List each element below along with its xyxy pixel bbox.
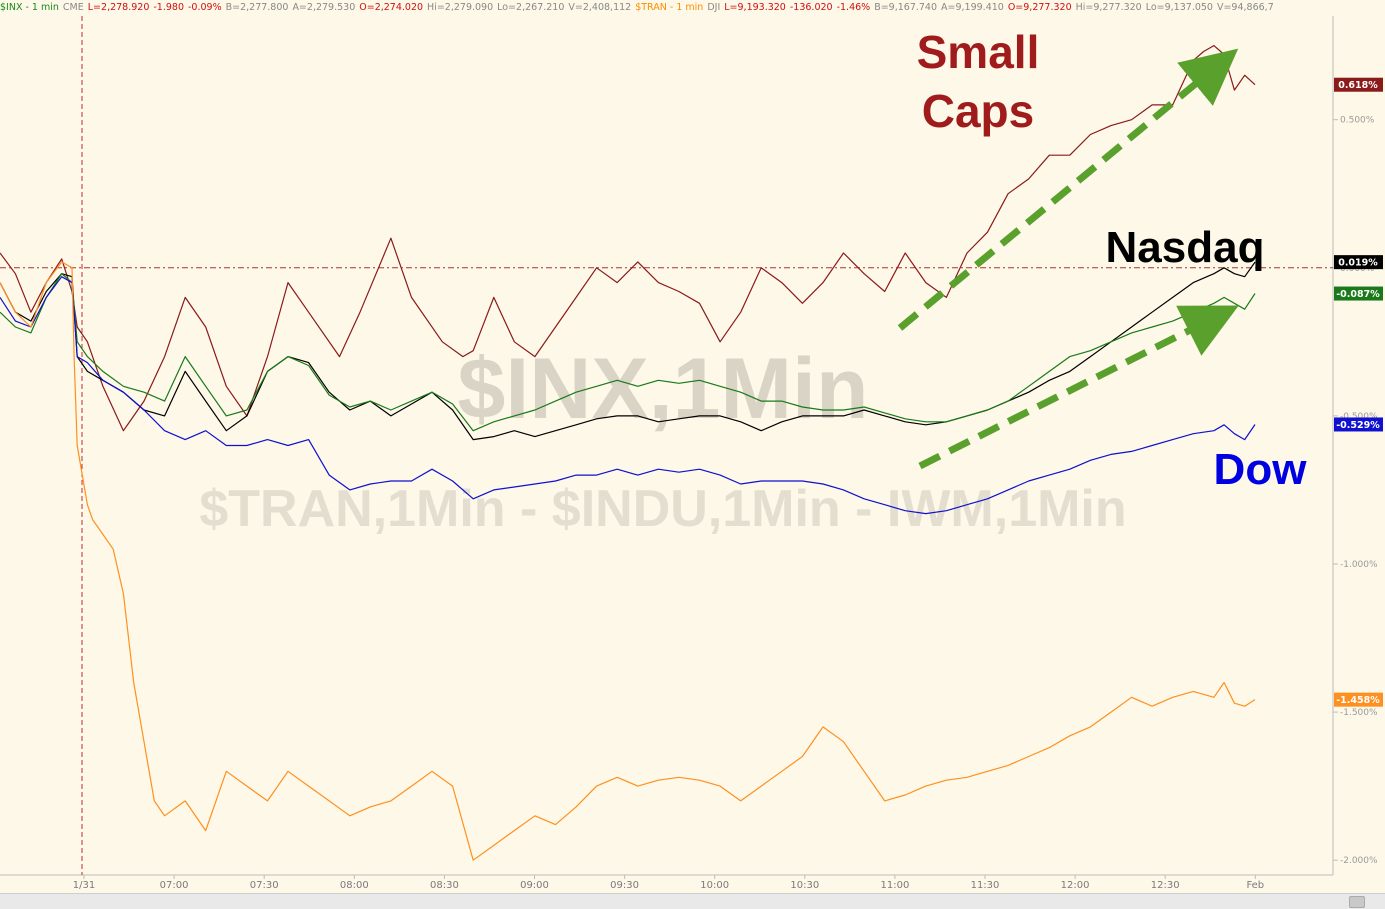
header-segment: V=94,866,7 bbox=[1216, 2, 1274, 13]
label-nasdaq: Nasdaq bbox=[1106, 223, 1265, 272]
y-tick-label: -1.000% bbox=[1340, 560, 1378, 570]
label-dow: Dow bbox=[1214, 445, 1308, 494]
header-segment: A=9,199.410 bbox=[941, 2, 1004, 13]
watermark-secondary: $TRAN,1Min - $INDU,1Min - IWM,1Min bbox=[199, 480, 1126, 538]
scrollbar-grip[interactable] bbox=[1349, 896, 1365, 908]
last-value-labels: 0.618% 0.019% -0.087% -0.529% -1.458% bbox=[1334, 77, 1383, 707]
last-value-text-s-p-500: -0.087% bbox=[1336, 289, 1380, 300]
nasdaq-trend-arrow bbox=[918, 305, 1239, 470]
header-segment: -1.46% bbox=[836, 2, 871, 13]
x-tick-label: 10:00 bbox=[700, 880, 729, 891]
last-value-badge-transports bbox=[1334, 692, 1383, 707]
header-segment: $TRAN - 1 min bbox=[635, 2, 704, 13]
header-segment: Lo=2,267.210 bbox=[497, 2, 565, 13]
x-tick-label: Feb bbox=[1246, 880, 1264, 891]
y-tick-label: -2.000% bbox=[1340, 856, 1378, 866]
y-tick-label: 0.500% bbox=[1340, 116, 1375, 126]
x-tick-label: 09:30 bbox=[610, 880, 639, 891]
header-segment: $INX - 1 min bbox=[0, 2, 59, 13]
last-value-text-nasdaq: 0.019% bbox=[1338, 258, 1378, 269]
header-segment: B=2,277.800 bbox=[225, 2, 289, 13]
x-tick-label: 12:00 bbox=[1061, 880, 1090, 891]
series-line-nasdaq bbox=[0, 261, 1256, 441]
header-segment: V=2,408,112 bbox=[568, 2, 632, 13]
x-tick-label: 12:30 bbox=[1151, 880, 1180, 891]
last-value-badge-s-p-500 bbox=[1334, 286, 1383, 301]
y-tick-label: -1.500% bbox=[1340, 708, 1378, 718]
x-tick-label: 10:30 bbox=[790, 880, 819, 891]
quote-header: $INX - 1 min CME L=2,278.920 -1.980 -0.09% B=… bbox=[0, 0, 1385, 16]
x-tick-label: 11:30 bbox=[971, 880, 1000, 891]
header-segment: L=9,193.320 bbox=[724, 2, 786, 13]
last-value-text-iwm: 0.618% bbox=[1338, 80, 1378, 91]
x-tick-label: 08:30 bbox=[430, 880, 459, 891]
x-tick-label: 08:00 bbox=[340, 880, 369, 891]
x-axis: 1/31 07:00 07:30 08:00 08:30 09:00 09:30 10:00 1… bbox=[73, 875, 1264, 891]
header-segment: DJI bbox=[707, 2, 721, 13]
x-tick-label: 11:00 bbox=[880, 880, 909, 891]
x-tick-label: 07:30 bbox=[250, 880, 279, 891]
y-tick-label: -0.500% bbox=[1340, 412, 1378, 422]
header-segment: -1.980 bbox=[153, 2, 184, 13]
header-segment: -136.020 bbox=[789, 2, 833, 13]
header-segment: O=9,277.320 bbox=[1007, 2, 1072, 13]
x-tick-label: 1/31 bbox=[73, 880, 95, 891]
last-value-text-transports: -1.458% bbox=[1336, 695, 1380, 706]
series-line-iwm bbox=[0, 45, 1256, 432]
small-caps-trend-arrow bbox=[897, 48, 1239, 331]
x-tick-label: 07:00 bbox=[160, 880, 189, 891]
x-tick-label: 09:00 bbox=[520, 880, 549, 891]
header-segment: A=2,279.530 bbox=[292, 2, 356, 13]
watermark-primary: $INX,1Min bbox=[458, 341, 869, 437]
header-segment: Lo=9,137.050 bbox=[1145, 2, 1213, 13]
series-line-dow bbox=[0, 276, 1256, 515]
label-small-caps-line2: Caps bbox=[922, 85, 1034, 137]
horizontal-scrollbar[interactable] bbox=[0, 893, 1385, 909]
series-layer bbox=[0, 45, 1256, 861]
header-segment: Hi=9,277.320 bbox=[1075, 2, 1142, 13]
last-value-badge-iwm bbox=[1334, 77, 1383, 92]
header-segment: -0.09% bbox=[188, 2, 222, 13]
header-segment: L=2,278.920 bbox=[87, 2, 150, 13]
header-segment: CME bbox=[62, 2, 84, 13]
header-segment: Hi=2,279.090 bbox=[427, 2, 494, 13]
series-line-transports bbox=[0, 261, 1256, 861]
last-value-badge-nasdaq bbox=[1334, 255, 1383, 270]
label-small-caps-line1: Small bbox=[917, 26, 1040, 78]
y-axis: 0.500%0.000%-0.500%-1.000%-1.500%-2.000% bbox=[1333, 116, 1378, 866]
last-value-badge-dow bbox=[1334, 417, 1383, 432]
header-segment: O=2,274.020 bbox=[359, 2, 424, 13]
last-value-text-dow: -0.529% bbox=[1336, 420, 1380, 431]
header-segment: B=9,167.740 bbox=[874, 2, 938, 13]
series-line-s-p-500 bbox=[0, 273, 1256, 432]
